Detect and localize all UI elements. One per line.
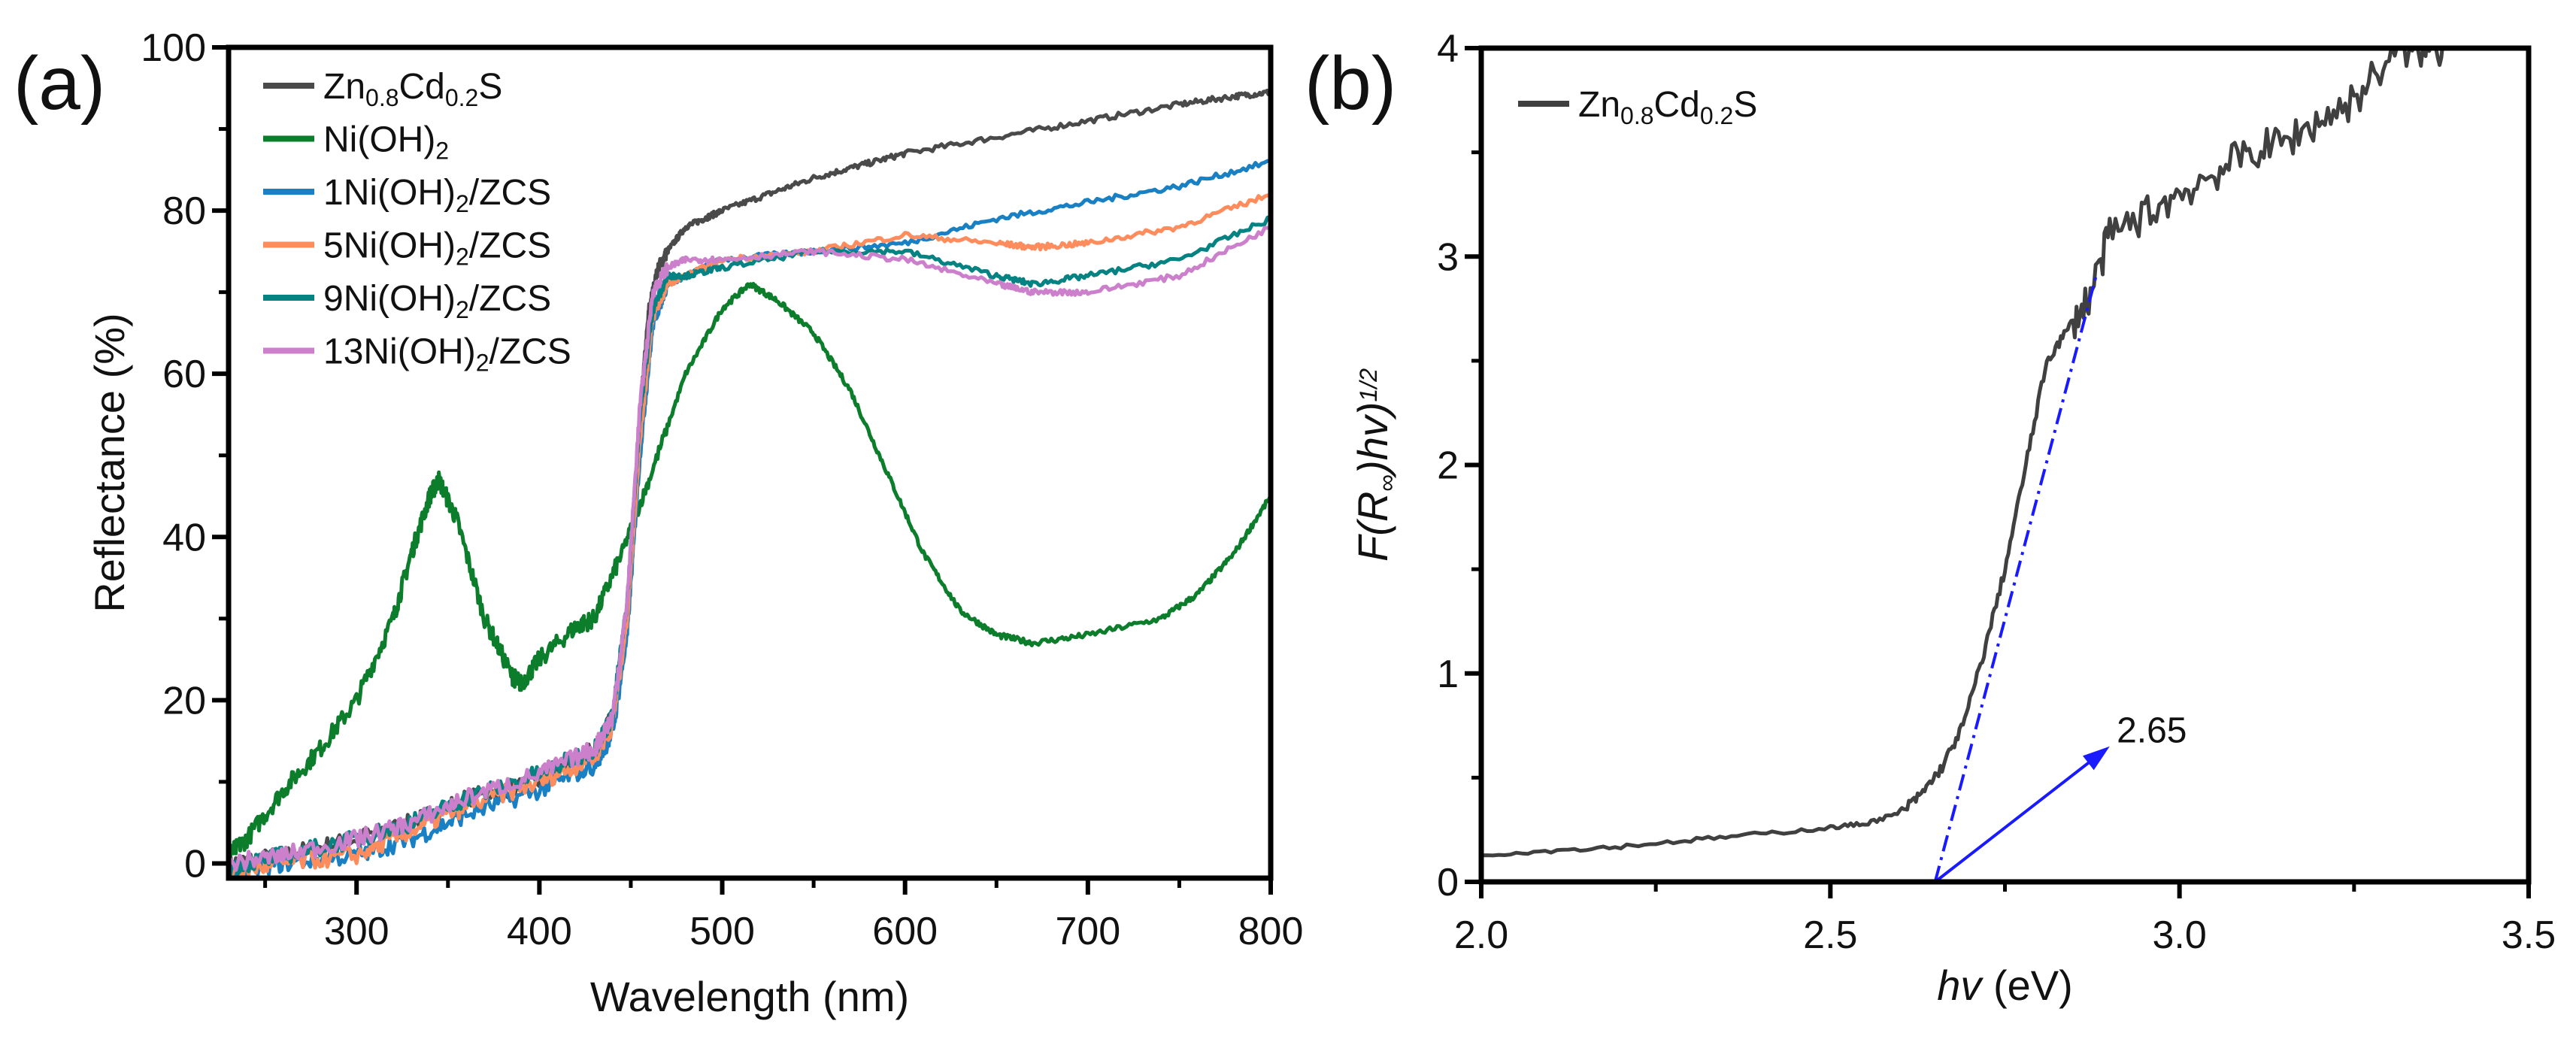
legend-label: 1Ni(OH)2/ZCS xyxy=(323,173,551,217)
text-segment: Zn xyxy=(323,67,365,107)
x-tick-label: 300 xyxy=(324,910,389,953)
text-segment: 2 xyxy=(456,243,469,270)
legend-item: 5Ni(OH)2/ZCS xyxy=(263,226,551,271)
legend: Zn0.8Cd0.2S xyxy=(1518,85,1757,129)
y-tick-label: 60 xyxy=(162,353,206,396)
bandgap-annotation: 2.65 xyxy=(2117,710,2187,750)
plot-frame xyxy=(226,44,1274,881)
text-segment: S xyxy=(1733,85,1757,125)
legend-label: 9Ni(OH)2/ZCS xyxy=(323,279,551,323)
text-segment: 2 xyxy=(456,296,469,323)
text-segment: ∞ xyxy=(1373,474,1400,492)
y-axis-title: F(R∞)hv)1/2 xyxy=(1349,368,1400,562)
text-segment: S xyxy=(478,67,502,107)
series-line-5 xyxy=(229,225,1271,872)
text-segment: 2 xyxy=(476,349,489,376)
text-segment: 9Ni(OH) xyxy=(323,279,456,319)
x-tick-label: 3.0 xyxy=(2153,913,2207,957)
legend-item: Zn0.8Cd0.2S xyxy=(263,67,502,111)
series-line-0 xyxy=(1481,48,2445,858)
arrow-shaft xyxy=(1934,753,2101,883)
y-axis-title: Reflectance (%) xyxy=(86,313,133,612)
x-axis-title: hv (eV) xyxy=(1937,962,2073,1009)
text-segment: 5Ni(OH) xyxy=(323,226,456,266)
legend-item: 1Ni(OH)2/ZCS xyxy=(263,173,551,217)
panel-a-reflectance-chart: 300 400 500 600 700 800 0 20 40 60 80 100 Wavelength… xyxy=(14,26,1303,1020)
legend: Zn0.8Cd0.2SNi(OH)21Ni(OH)2/ZCS5Ni(OH)2/Z… xyxy=(263,67,571,376)
text-segment: /ZCS xyxy=(469,173,551,213)
text-segment: 0.8 xyxy=(365,84,399,111)
x-tick-label: 2.5 xyxy=(1803,913,1857,957)
text-segment: Cd xyxy=(399,67,445,107)
legend-item: Zn0.8Cd0.2S xyxy=(1518,85,1757,129)
text-segment: 0.2 xyxy=(445,84,478,111)
legend-label: Ni(OH)2 xyxy=(323,120,449,165)
text-segment: 1Ni(OH) xyxy=(323,173,456,213)
text-segment: 0.8 xyxy=(1620,102,1653,129)
x-tick-label: 600 xyxy=(872,910,938,953)
text-segment: /ZCS xyxy=(469,226,551,266)
series-line-2 xyxy=(229,159,1271,878)
y-tick-label: 4 xyxy=(1437,27,1459,71)
plot-frame xyxy=(1478,45,2532,885)
y-tick-label: 80 xyxy=(162,189,206,233)
text-segment: 2 xyxy=(456,190,469,217)
y-tick-label: 2 xyxy=(1437,444,1459,488)
x-axis-title: Wavelength (nm) xyxy=(590,973,909,1020)
y-tick-label: 0 xyxy=(1437,861,1459,904)
legend-label: 13Ni(OH)2/ZCS xyxy=(323,332,571,377)
text-segment: Cd xyxy=(1654,85,1700,125)
text-segment: Zn xyxy=(1578,85,1620,125)
arrow-head-icon xyxy=(2083,746,2110,771)
x-tick-label: 400 xyxy=(507,910,572,953)
text-segment: /ZCS xyxy=(489,332,571,372)
legend-item: 9Ni(OH)2/ZCS xyxy=(263,279,551,323)
y-tick-label: 0 xyxy=(184,842,206,886)
text-segment: 2 xyxy=(435,137,449,164)
text-segment: F(R xyxy=(1349,492,1396,562)
text-segment: hv xyxy=(1937,962,1984,1009)
legend-label: Zn0.8Cd0.2S xyxy=(323,67,502,111)
panel-b-tauc-plot: 2.65 2.0 2.5 3.0 3.5 0 1 2 3 4 hv (eV) F(R∞)hv)1/2 (… xyxy=(1305,27,2556,1009)
y-tick-label: 20 xyxy=(162,679,206,722)
text-segment: 1/2 xyxy=(1355,368,1382,402)
y-tick-label: 40 xyxy=(162,516,206,559)
text-segment: 13Ni(OH) xyxy=(323,332,476,372)
tangent-line xyxy=(1933,277,2098,883)
panel-label: (a) xyxy=(14,41,105,126)
legend-item: Ni(OH)2 xyxy=(263,120,449,165)
text-segment: )hv) xyxy=(1349,401,1396,478)
y-tick-label: 1 xyxy=(1437,653,1459,696)
y-tick-label: 3 xyxy=(1437,235,1459,279)
legend-item: 13Ni(OH)2/ZCS xyxy=(263,332,571,377)
text-segment: Ni(OH) xyxy=(323,120,435,160)
y-tick-label: 100 xyxy=(141,26,206,70)
text-segment: 0.2 xyxy=(1700,102,1733,129)
text-segment: (eV) xyxy=(1981,962,2072,1009)
text-segment: /ZCS xyxy=(469,279,551,319)
legend-label: 5Ni(OH)2/ZCS xyxy=(323,226,551,271)
legend-label: Zn0.8Cd0.2S xyxy=(1578,85,1757,129)
panel-label: (b) xyxy=(1305,41,1396,126)
x-tick-label: 700 xyxy=(1055,910,1120,953)
x-tick-label: 800 xyxy=(1238,910,1304,953)
x-tick-label: 500 xyxy=(689,910,755,953)
x-tick-label: 2.0 xyxy=(1454,913,1508,957)
x-tick-label: 3.5 xyxy=(2502,913,2556,957)
